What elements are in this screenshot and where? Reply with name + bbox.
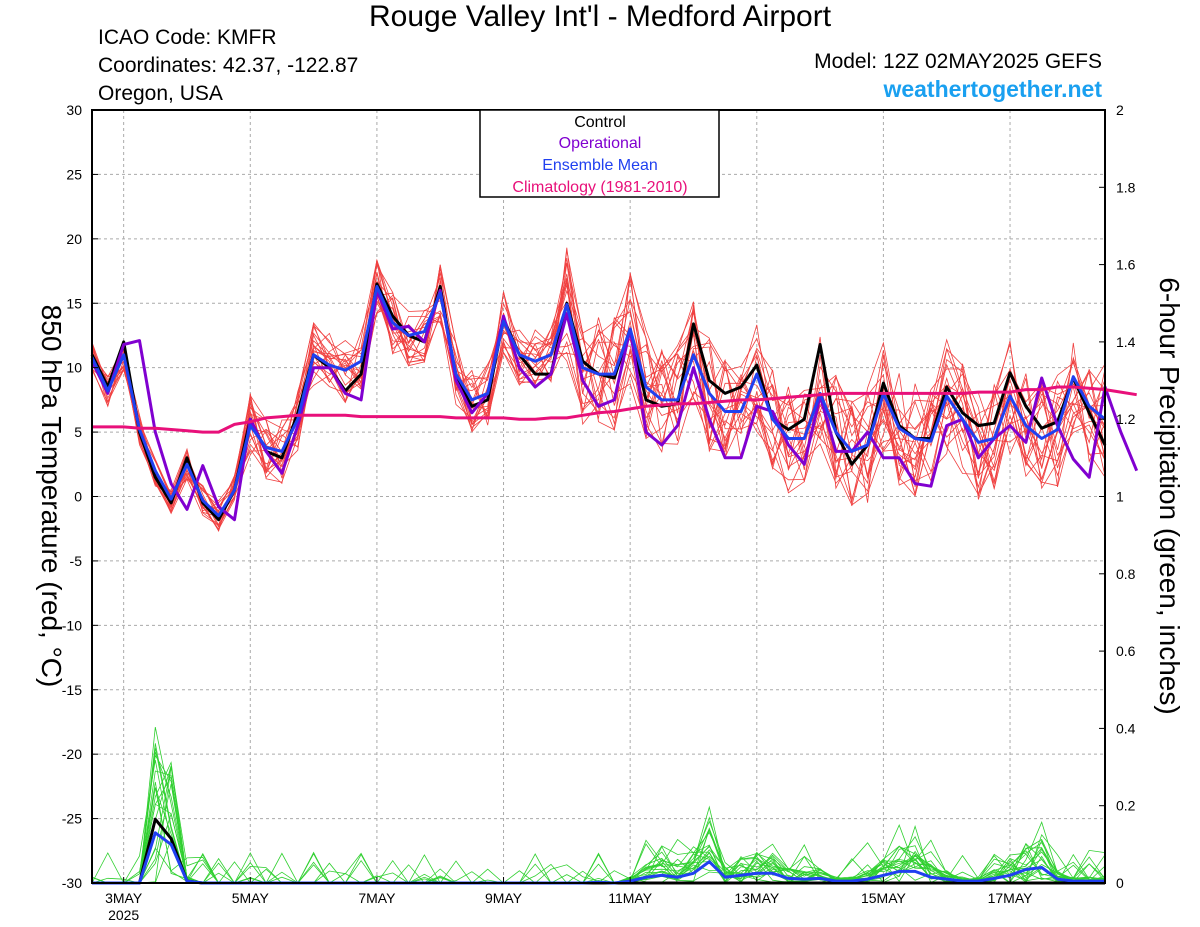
x-tick-label: 3MAY	[105, 890, 143, 906]
y-tick-label: 15	[66, 295, 82, 311]
y-tick-label: -30	[62, 875, 82, 891]
legend: Control Operational Ensemble Mean Climat…	[479, 109, 720, 198]
y-axis-label-precipitation: 6-hour Precipitation (green, inches)	[1154, 277, 1185, 714]
legend-control: Control	[574, 114, 626, 131]
legend-operational: Operational	[559, 135, 642, 152]
region: Oregon, USA	[98, 82, 223, 105]
precipitation-member-line	[92, 812, 1106, 884]
precipitation-member-line	[92, 783, 1106, 884]
y2-tick-label: 1.6	[1116, 257, 1136, 273]
x-tick-label: 11MAY	[608, 890, 652, 906]
y2-tick-label: 0.4	[1116, 720, 1136, 736]
y2-tick-label: 1	[1116, 489, 1124, 505]
precipitation-member-line	[92, 775, 1106, 884]
y-tick-label: -15	[62, 682, 82, 698]
y-tick-label: 5	[74, 424, 82, 440]
y-tick-label: 10	[66, 360, 82, 376]
precipitation-member-line	[92, 727, 1106, 884]
y-tick-label: 20	[66, 231, 82, 247]
y2-tick-label: 0.6	[1116, 643, 1136, 659]
temperature-member-line	[91, 258, 1106, 507]
y-axis-label-temperature: 850 hPa Temperature (red, °C)	[36, 305, 67, 688]
precipitation-member-line	[92, 743, 1106, 884]
precipitation-member-line	[92, 770, 1106, 884]
y-tick-label: 0	[74, 489, 82, 505]
series-lines	[90, 282, 1139, 885]
y2-tick-label: 1.2	[1116, 411, 1136, 427]
x-tick-label: 5MAY	[232, 890, 270, 906]
y-tick-label: -20	[62, 746, 82, 762]
y-tick-label: 30	[66, 102, 82, 118]
temperature-member-line	[91, 296, 1106, 512]
axes: 302520151050-5-10-15-20-25-3021.81.61.41…	[62, 102, 1136, 923]
climatology-1981-2010-temperature-line	[92, 385, 1137, 434]
x-tick-sublabel: 2025	[108, 907, 139, 923]
temperature-member-line	[91, 294, 1106, 528]
y-tick-label: -10	[62, 617, 82, 633]
x-tick-label: 15MAY	[861, 890, 907, 906]
precipitation-member-line	[91, 751, 1106, 884]
temperature-member-line	[91, 272, 1106, 518]
y-tick-label: 25	[66, 166, 82, 182]
y2-tick-label: 0.2	[1116, 798, 1136, 814]
temperature-member-line	[91, 288, 1106, 527]
precipitation-member-line	[91, 747, 1106, 884]
precipitation-member-line	[92, 781, 1106, 884]
y-tick-label: -25	[62, 811, 82, 827]
legend-box	[479, 109, 720, 198]
y2-tick-label: 1.8	[1116, 179, 1136, 195]
x-tick-label: 7MAY	[358, 890, 396, 906]
temperature-member-line	[91, 259, 1106, 513]
model-run: Model: 12Z 02MAY2025 GEFS	[814, 50, 1102, 73]
temperature-member-line	[91, 279, 1106, 502]
legend-climatology: Climatology (1981-2010)	[512, 179, 687, 196]
x-tick-label: 9MAY	[485, 890, 523, 906]
x-tick-label: 13MAY	[734, 890, 780, 906]
precipitation-member-line	[91, 787, 1106, 884]
page-title: Rouge Valley Int'l - Medford Airport	[368, 0, 832, 33]
icao-code: ICAO Code: KMFR	[98, 26, 277, 49]
ensemble-mean-temperature-line	[90, 285, 1106, 518]
grid-lines	[92, 110, 1105, 883]
ensemble-member-lines	[91, 247, 1106, 884]
x-tick-label: 17MAY	[988, 890, 1034, 906]
precipitation-member-line	[92, 787, 1106, 884]
precipitation-member-line	[92, 765, 1106, 884]
y2-tick-label: 1.4	[1116, 334, 1136, 350]
y2-tick-label: 2	[1116, 102, 1124, 118]
site-link[interactable]: weathertogether.net	[883, 76, 1102, 102]
y2-tick-label: 0.8	[1116, 566, 1136, 582]
y-tick-label: -5	[70, 553, 83, 569]
y2-tick-label: 0	[1116, 875, 1124, 891]
coordinates: Coordinates: 42.37, -122.87	[98, 54, 359, 77]
legend-ensemble-mean: Ensemble Mean	[542, 157, 658, 174]
